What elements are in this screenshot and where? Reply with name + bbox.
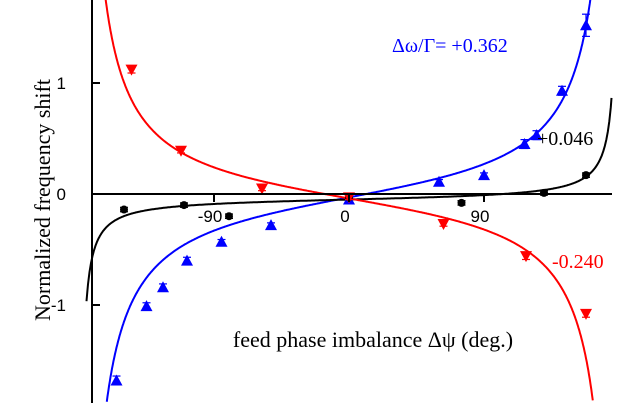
y-axis-title: Normalized frequency shift [30, 79, 55, 321]
data-point-blue [140, 300, 153, 312]
data-point-black [582, 171, 590, 180]
data-point-blue [215, 235, 228, 247]
data-point-black [180, 201, 188, 210]
data-point-blue [556, 84, 568, 96]
data-point-blue [157, 281, 169, 293]
data-point-blue [518, 138, 531, 150]
data-point-blue [478, 169, 490, 181]
series-label-black: +0.046 [537, 128, 593, 150]
data-point-blue [530, 129, 543, 141]
data-point-red [125, 64, 138, 76]
data-point-black [540, 188, 548, 197]
y-tick-label: 0 [57, 185, 66, 204]
data-point-black [120, 205, 128, 214]
x-tick-label: 0 [340, 207, 349, 226]
data-point-blue [265, 219, 277, 231]
data-point-blue [580, 19, 592, 31]
data-point-blue [181, 254, 193, 266]
y-tick-label: 1 [57, 74, 66, 93]
data-point-blue [433, 175, 445, 187]
data-point-red [437, 218, 450, 230]
y-tick-label: -1 [51, 296, 66, 315]
data-point-red [580, 308, 592, 320]
series-label-red: -0.240 [552, 251, 604, 273]
data-point-red [175, 145, 187, 157]
data-point-black [225, 212, 233, 221]
data-point-red [256, 183, 268, 195]
x-axis-title: feed phase imbalance Δψ (deg.) [233, 327, 513, 352]
data-point-red [520, 251, 532, 263]
data-point-black [457, 198, 466, 207]
data-point-blue [110, 374, 123, 386]
x-tick-label: 90 [471, 207, 490, 226]
x-tick-label: -90 [198, 207, 223, 226]
series-label-blue: Δω/Γ= +0.362 [392, 35, 508, 57]
